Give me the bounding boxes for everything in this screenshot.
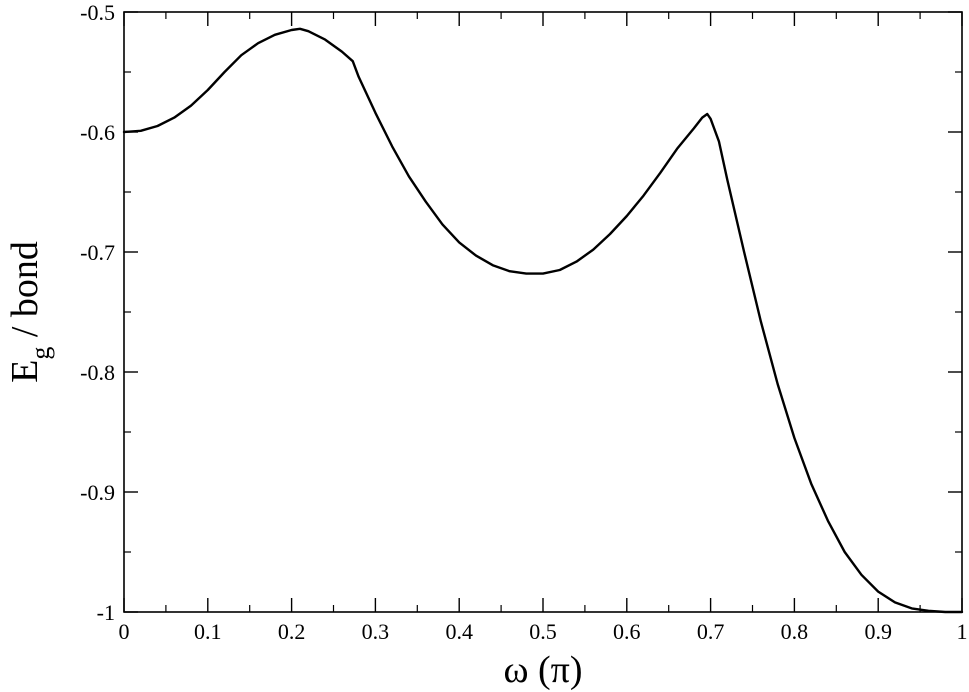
plot-area-border — [123, 11, 963, 613]
x-tick-label: 0.8 — [781, 619, 809, 644]
y-tick-label: -0.9 — [80, 480, 115, 505]
y-tick-label: -0.6 — [80, 120, 115, 145]
x-axis-title: ω (π) — [503, 649, 582, 691]
x-tick-label: 0.5 — [529, 619, 557, 644]
x-tick-label: 0.7 — [697, 619, 725, 644]
x-tick-label: 0.6 — [613, 619, 641, 644]
x-tick-label: 1 — [957, 619, 968, 644]
y-tick-label: -0.8 — [80, 360, 115, 385]
y-tick-label: -1 — [97, 600, 115, 625]
x-tick-label: 0.1 — [194, 619, 222, 644]
x-tick-label: 0.3 — [362, 619, 390, 644]
x-tick-label: 0 — [119, 619, 130, 644]
y-axis-title-main: E — [4, 360, 46, 383]
y-axis-title-rest: / bond — [4, 241, 46, 347]
y-tick-label: -0.7 — [80, 240, 115, 265]
series-lines — [122, 27, 964, 614]
y-axis-title-subscript: g — [26, 347, 55, 360]
x-tick-label: 0.9 — [864, 619, 892, 644]
axis-tick-labels: 0 0.1 0.2 0.3 0.4 0.5 0.6 0.7 0.8 0.9 1 -1 -0.9 -0.8 -… — [80, 0, 967, 644]
series-line — [122, 27, 964, 614]
axis-ticks — [123, 11, 963, 613]
x-tick-label: 0.2 — [278, 619, 306, 644]
plot-frame — [123, 11, 963, 613]
x-tick-label: 0.4 — [445, 619, 473, 644]
y-tick-label: -0.5 — [80, 0, 115, 25]
y-axis-title: Eg / bond — [4, 241, 55, 383]
